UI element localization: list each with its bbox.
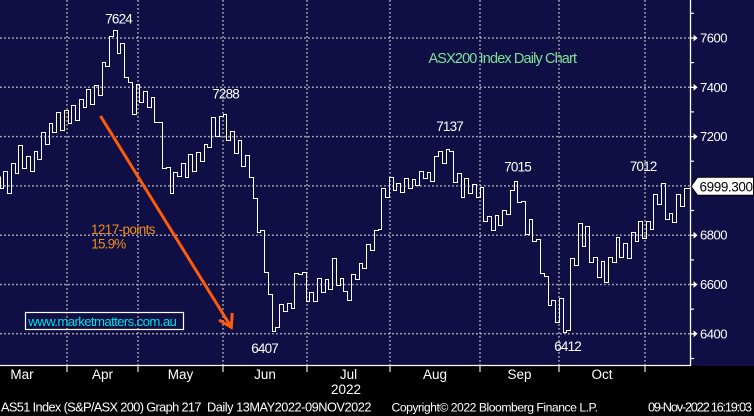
svg-text:7012: 7012 [630, 159, 658, 174]
svg-text:May: May [168, 367, 194, 382]
svg-text:Daily 13MAY2022-09NOV2022: Daily 13MAY2022-09NOV2022 [207, 400, 372, 415]
svg-text:7015: 7015 [504, 160, 532, 175]
svg-text:1217-points: 1217-points [91, 222, 156, 237]
svg-text:7200: 7200 [700, 129, 728, 144]
svg-text:7600: 7600 [700, 31, 728, 46]
svg-text:7400: 7400 [700, 80, 728, 95]
svg-text:ASX200 Index Daily Chart: ASX200 Index Daily Chart [429, 51, 578, 67]
svg-text:Oct: Oct [591, 367, 612, 382]
svg-text:6600: 6600 [700, 277, 728, 292]
svg-text:Mar: Mar [10, 367, 34, 382]
svg-text:www.marketmatters.com.au: www.marketmatters.com.au [27, 314, 177, 329]
svg-text:7137: 7137 [436, 119, 464, 134]
svg-text:Aug: Aug [423, 367, 447, 382]
svg-text:Apr: Apr [92, 367, 114, 382]
svg-text:Copyright© 2022 Bloomberg Fina: Copyright© 2022 Bloomberg Finance L.P. [392, 401, 599, 415]
svg-text:6400: 6400 [700, 326, 728, 341]
svg-text:6412: 6412 [554, 339, 582, 354]
svg-text:Jun: Jun [254, 367, 276, 382]
svg-text:Jul: Jul [340, 367, 357, 382]
svg-text:15.9%: 15.9% [91, 237, 126, 252]
svg-text:7624: 7624 [105, 12, 133, 27]
svg-text:AS51 Index (S&P/ASX 200) Graph: AS51 Index (S&P/ASX 200) Graph 217 [1, 400, 202, 415]
svg-text:Sep: Sep [507, 367, 531, 382]
svg-text:6800: 6800 [700, 228, 728, 243]
svg-text:2022: 2022 [331, 382, 361, 397]
svg-text:6999.300: 6999.300 [700, 179, 754, 194]
svg-text:7288: 7288 [212, 87, 240, 102]
svg-text:09-Nov-2022 16:19:03: 09-Nov-2022 16:19:03 [648, 400, 752, 415]
svg-text:6407: 6407 [251, 341, 279, 356]
